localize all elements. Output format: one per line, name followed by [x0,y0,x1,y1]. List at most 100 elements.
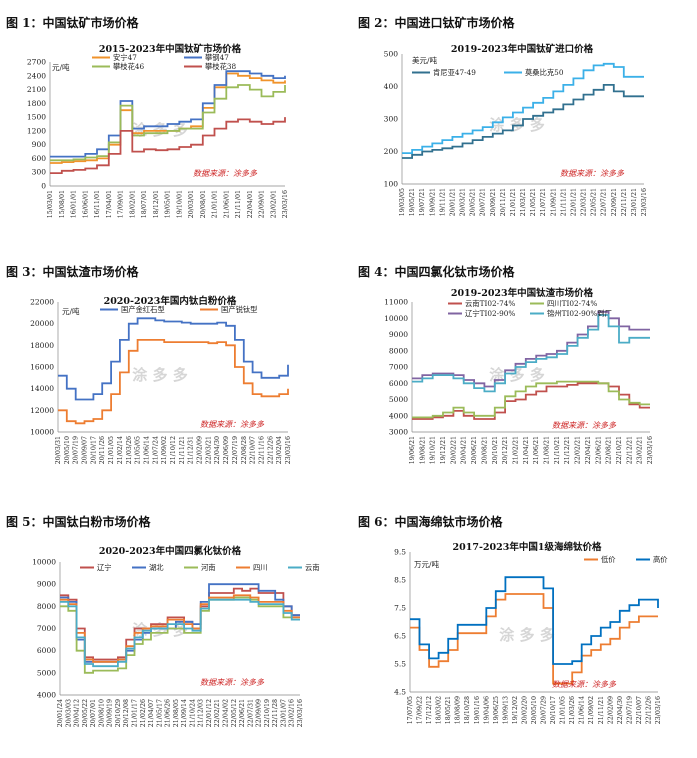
x-tick-label: 23/03/16 [297,699,304,727]
x-tick-label: 20/01/24 [57,699,64,727]
x-tick-label: 21/02/21 [512,436,519,464]
series-line-攀枝花46 [50,84,286,162]
x-tick-label: 22/04/21 [585,436,592,464]
x-tick-label: 20/07/01 [90,699,97,727]
y-tick-label: 10000 [32,558,56,567]
x-tick-label: 21/06/14 [143,436,150,464]
legend-label: 高价 [653,555,668,564]
x-tick-label: 16/11/01 [94,190,101,218]
x-tick-label: 22/09/21 [611,188,618,216]
y-tick-label: 1200 [27,126,46,135]
y-tick-label: 5000 [389,395,408,404]
x-tick-label: 20/08/10 [98,699,105,727]
x-tick-label: 19/08/21 [419,436,426,464]
x-tick-label: 22/04/02 [223,699,230,727]
x-tick-label: 21/06/21 [533,436,540,464]
x-tick-label: 20/09/21 [490,188,497,216]
x-tick-label: 21/03/26 [569,696,576,724]
x-tick-label: 22/02/09 [197,436,204,464]
legend-label: 低价 [601,555,616,564]
x-tick-label: 22/12/26 [267,436,274,464]
x-tick-label: 22/05/21 [591,188,598,216]
series-line-莫桑比克50 [402,62,644,154]
legend-label: 莫桑比克50 [525,68,564,77]
x-tick-label: 23/02/01 [270,190,277,218]
x-tick-label: 21/11/21 [598,696,605,724]
x-tick-label: 20/09/07 [82,436,89,464]
figure-5-caption: 图 5：中国钛白粉市场价格 [6,515,151,529]
y-unit-label: 元/吨 [52,62,70,72]
series-line-云南 [60,598,300,668]
x-tick-label: 22/09/09 [256,699,263,727]
x-tick-label: 22/07/19 [232,436,239,464]
x-tick-label: 20/05/10 [64,436,71,464]
x-tick-label: 21/01/05 [108,436,115,464]
legend-label: 四川 [253,563,268,572]
x-tick-label: 18/02/01 [129,190,136,218]
legend-label: 攀枝花46 [113,62,145,71]
x-tick-label: 21/02/14 [117,436,124,464]
x-tick-label: 20/05/10 [531,696,538,724]
legend-label: 锦州TI02-90%到厂 [547,309,612,318]
legend-label: 河南 [201,563,216,572]
x-tick-label: 21/06/01 [223,190,230,218]
x-tick-label: 18/08/09 [455,696,462,724]
x-tick-label: 21/11/01 [235,190,242,218]
x-tick-label: 20/07/19 [73,436,80,464]
x-tick-label: 19/10/01 [176,190,183,218]
x-tick-label: 20/04/21 [461,436,468,464]
x-tick-label: 19/05/01 [165,190,172,218]
x-tick-label: 22/03/21 [581,188,588,216]
x-tick-label: 18/10/28 [464,696,471,724]
x-tick-label: 22/02/09 [607,696,614,724]
y-tick-label: 1800 [27,99,46,108]
x-tick-label: 21/03/21 [520,188,527,216]
x-tick-label: 22/05/12 [231,699,238,727]
chart-title: 2020-2023年国内钛白粉价格 [104,295,237,307]
x-tick-label: 19/03/05 [399,188,406,216]
x-tick-label: 20/04/12 [74,699,81,727]
y-tick-label: 7000 [37,624,56,633]
x-tick-label: 21/06/26 [165,699,172,727]
x-tick-label: 22/12/26 [645,696,652,724]
x-tick-label: 22/10/21 [616,436,623,464]
x-tick-label: 21/11/21 [179,436,186,464]
x-tick-label: 21/10/24 [189,699,196,727]
x-tick-label: 19/12/21 [440,436,447,464]
x-tick-label: 19/10/21 [430,436,437,464]
x-tick-label: 21/01/05 [560,696,567,724]
watermark-logo: 涂 多 多 [132,621,187,639]
y-tick-label: 20000 [30,319,54,328]
data-source-label: 数据来源：涂多多 [552,680,617,689]
x-tick-label: 15/08/01 [59,190,66,218]
x-tick-label: 20/08/21 [481,436,488,464]
y-tick-label: 6.5 [394,632,406,641]
x-tick-label: 20/10/29 [115,699,122,727]
y-tick-label: 2400 [27,71,46,80]
data-source-label: 数据来源：涂多多 [200,678,265,687]
x-tick-label: 23/02/21 [637,436,644,464]
x-tick-label: 21/04/07 [148,699,155,727]
x-tick-label: 22/04/30 [617,696,624,724]
x-tick-label: 20/10/17 [550,696,557,724]
x-tick-label: 20/07/29 [541,696,548,724]
legend-label: 云南 [305,563,320,572]
x-tick-label: 22/10/07 [636,696,643,724]
series-line-攀枝花38 [50,117,286,174]
x-tick-label: 20/05/21 [470,188,477,216]
legend-label: 辽宁TI02-90% [465,309,515,318]
x-tick-label: 20/01/21 [449,188,456,216]
x-tick-label: 22/04/01 [247,190,254,218]
series-line-低价 [410,593,658,685]
x-tick-label: 21/12/21 [564,436,571,464]
y-tick-label: 4.5 [394,688,406,697]
data-source-label: 数据来源：涂多多 [200,420,265,429]
x-tick-label: 21/10/12 [170,436,177,464]
x-tick-label: 20/11/26 [99,436,106,464]
x-tick-label: 20/08/01 [200,190,207,218]
x-tick-label: 22/06/09 [223,436,230,464]
x-tick-label: 21/02/26 [140,699,147,727]
x-tick-label: 21/09/14 [181,699,188,727]
